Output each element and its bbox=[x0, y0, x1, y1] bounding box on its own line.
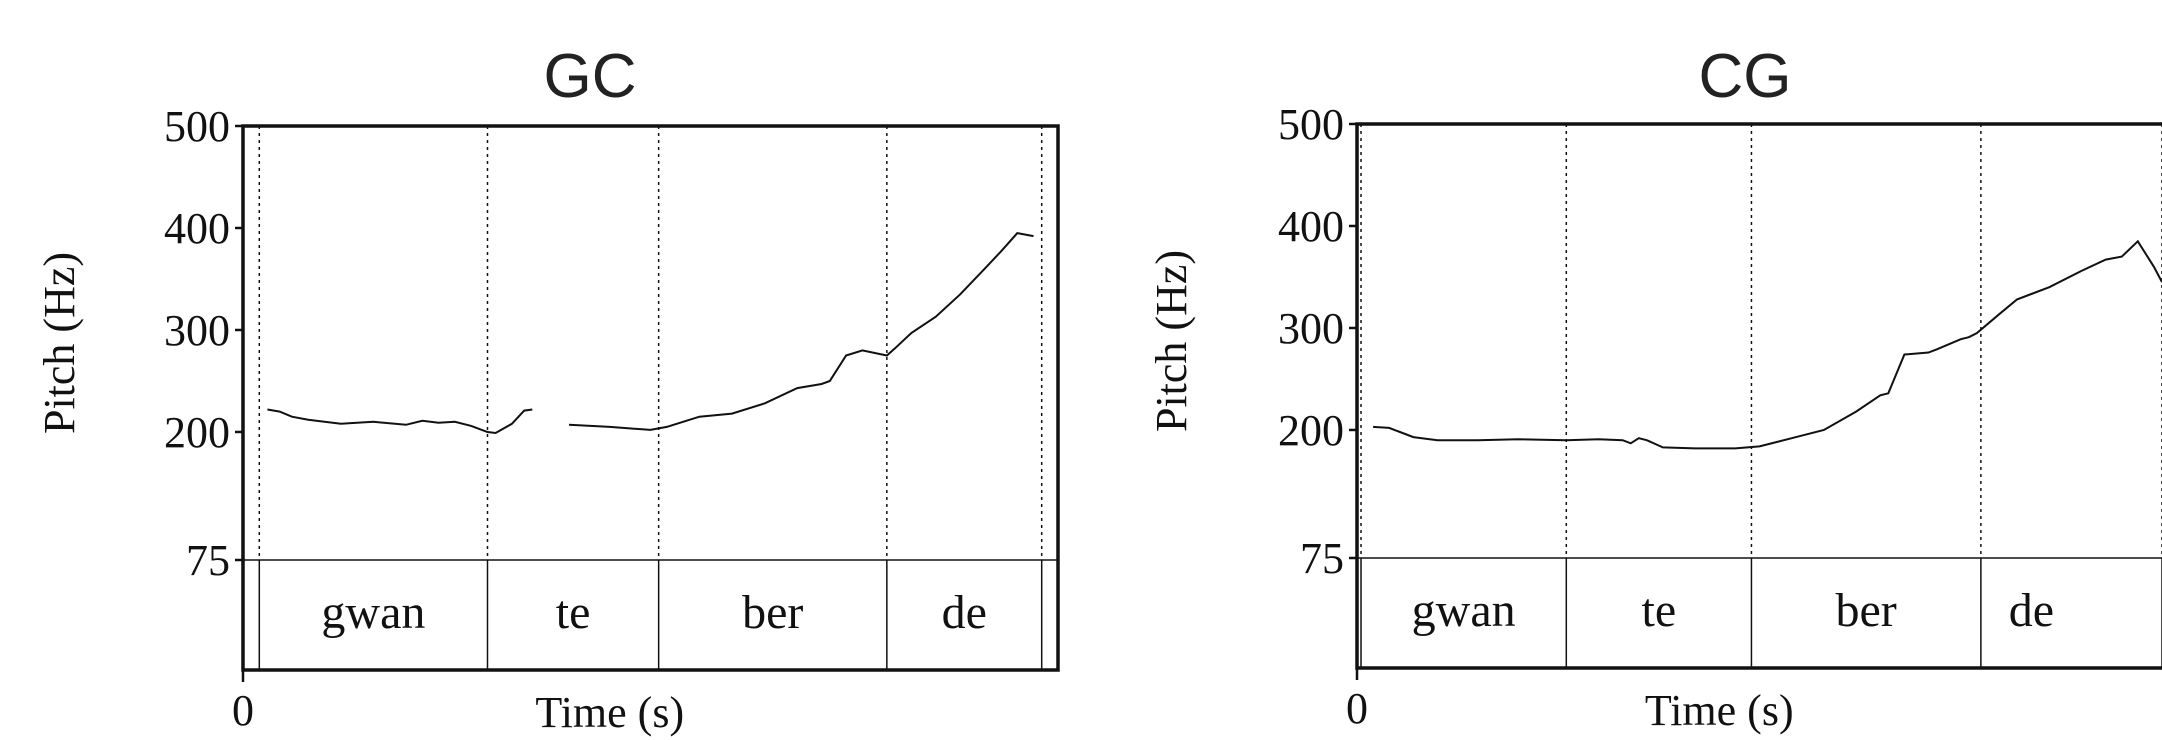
x-tick-label: 0 bbox=[1346, 684, 1368, 733]
chart-title: GC bbox=[544, 42, 637, 111]
y-tick-label: 75 bbox=[186, 536, 230, 585]
y-axis-label: Pitch (Hz) bbox=[1147, 250, 1196, 432]
segment-label: gwan bbox=[1412, 584, 1516, 637]
x-axis-label: Time (s) bbox=[1645, 686, 1794, 735]
chart-title: CG bbox=[1699, 42, 1792, 111]
y-tick-label: 400 bbox=[164, 204, 230, 253]
pitch-contour bbox=[267, 408, 533, 435]
plot-frame bbox=[1355, 122, 2162, 670]
y-tick-label: 500 bbox=[164, 102, 230, 151]
y-tick-label: 200 bbox=[164, 408, 230, 457]
segment-label: te bbox=[556, 586, 591, 639]
pitch-contour bbox=[1373, 239, 2162, 450]
segment-label: de bbox=[942, 586, 987, 639]
segment-label: ber bbox=[742, 586, 803, 639]
y-tick-label: 300 bbox=[164, 306, 230, 355]
y-tick-label: 200 bbox=[1278, 406, 1344, 455]
y-axis-label: Pitch (Hz) bbox=[35, 252, 84, 434]
plot-frame bbox=[241, 124, 1060, 672]
x-tick-label: 0 bbox=[232, 686, 254, 735]
y-tick-label: 300 bbox=[1278, 304, 1344, 353]
segment-label: de bbox=[2009, 584, 2054, 637]
segment-label: gwan bbox=[321, 586, 425, 639]
x-axis-label: Time (s) bbox=[535, 688, 684, 737]
y-tick-label: 400 bbox=[1278, 202, 1344, 251]
y-tick-label: 500 bbox=[1278, 100, 1344, 149]
segment-label: ber bbox=[1836, 584, 1897, 637]
pitch-contour bbox=[568, 232, 1034, 431]
segment-label: te bbox=[1642, 584, 1677, 637]
y-tick-label: 75 bbox=[1300, 534, 1344, 583]
